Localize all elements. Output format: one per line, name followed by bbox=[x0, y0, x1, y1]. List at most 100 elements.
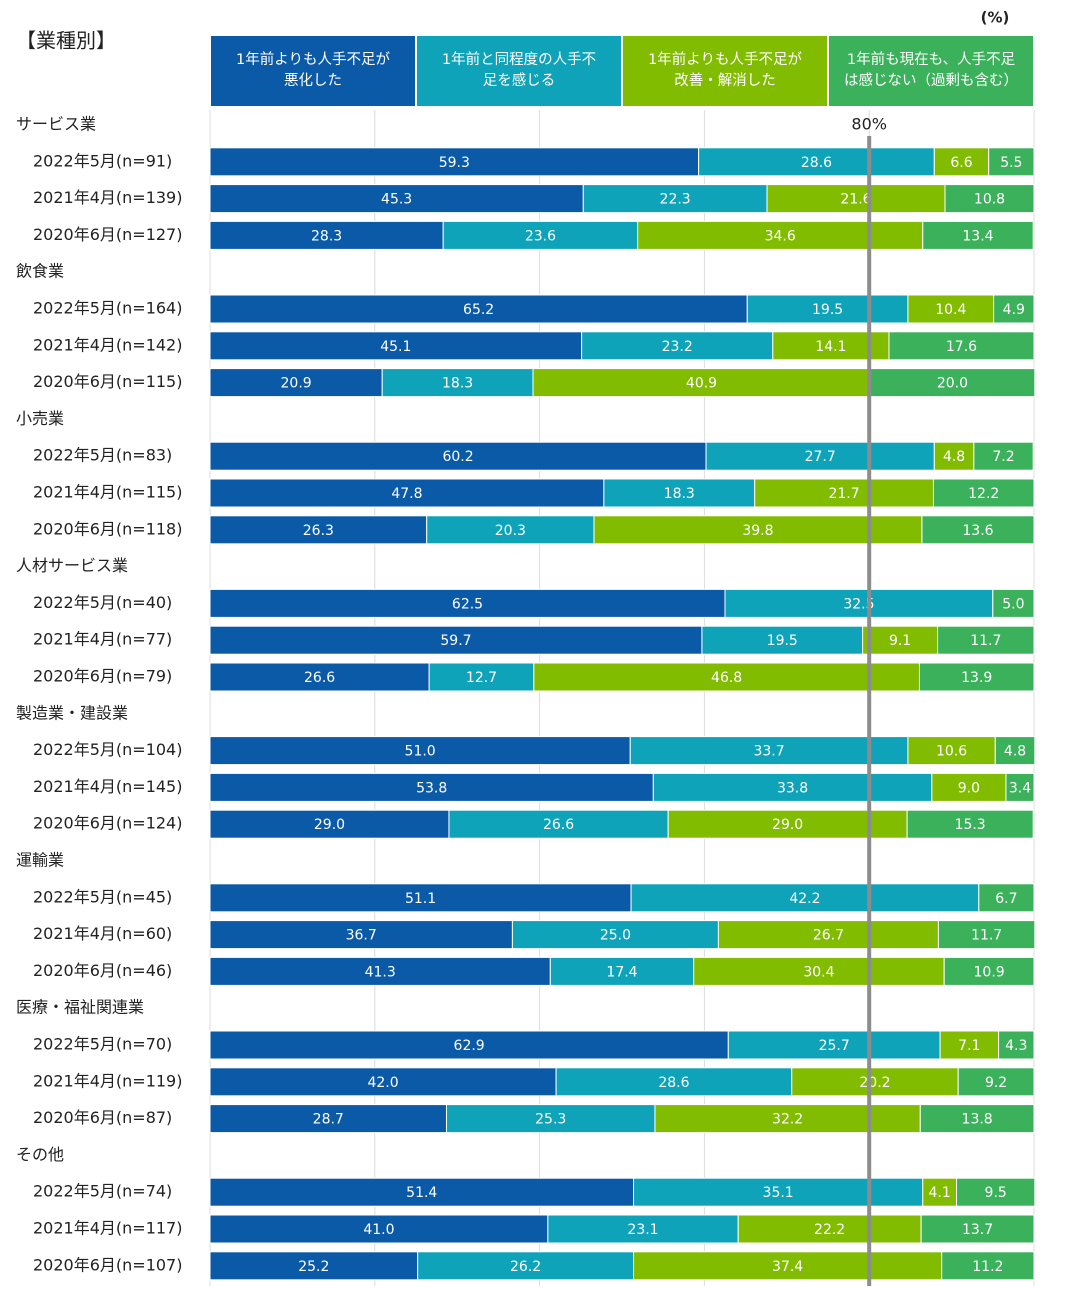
value-label: 51.0 bbox=[405, 744, 436, 760]
row-label: 2020年6月(n=118) bbox=[33, 519, 182, 538]
value-label: 29.0 bbox=[314, 817, 345, 833]
bar-segment bbox=[943, 956, 1035, 986]
value-label: 23.6 bbox=[525, 228, 556, 244]
value-label: 17.4 bbox=[606, 964, 637, 980]
value-label: 23.1 bbox=[627, 1222, 658, 1238]
bar-segment bbox=[652, 772, 933, 802]
row-label: 2021年4月(n=139) bbox=[33, 188, 182, 207]
row-label: 2022年5月(n=40) bbox=[33, 593, 172, 612]
legend-entry: 1年前と同程度の人手不 足を感じる bbox=[417, 36, 621, 106]
bar-segment bbox=[957, 1067, 1035, 1097]
value-label: 26.2 bbox=[510, 1259, 541, 1275]
value-label: 51.4 bbox=[406, 1185, 437, 1201]
bar-segment bbox=[754, 478, 934, 508]
value-label: 27.7 bbox=[805, 449, 836, 465]
value-label: 59.7 bbox=[440, 633, 471, 649]
bar-segment bbox=[209, 956, 551, 986]
bar-segment bbox=[701, 625, 864, 655]
value-label: 51.1 bbox=[405, 891, 436, 907]
row-label: 2020年6月(n=115) bbox=[33, 372, 182, 391]
value-label: 18.3 bbox=[664, 486, 695, 502]
bar-segment bbox=[944, 184, 1035, 214]
bar-segment bbox=[209, 220, 444, 250]
bar-segment bbox=[941, 1251, 1035, 1281]
bar-segment bbox=[209, 294, 748, 324]
row-label: 2021年4月(n=142) bbox=[33, 335, 182, 354]
bar-segment bbox=[919, 1104, 1035, 1134]
value-label: 46.8 bbox=[711, 670, 742, 686]
row-label: 2020年6月(n=124) bbox=[33, 814, 182, 833]
bar-segment bbox=[998, 1030, 1035, 1060]
group-label: サービス業 bbox=[16, 115, 96, 134]
value-label: 36.7 bbox=[346, 928, 377, 944]
value-label: 9.5 bbox=[985, 1185, 1007, 1201]
value-label: 10.9 bbox=[974, 964, 1005, 980]
row-label: 2020年6月(n=79) bbox=[33, 667, 172, 686]
bar-segment bbox=[993, 294, 1035, 324]
bar-segment bbox=[417, 1251, 635, 1281]
bar-segment bbox=[766, 184, 946, 214]
value-label: 60.2 bbox=[442, 449, 473, 465]
bar-segment bbox=[532, 368, 871, 398]
value-label: 53.8 bbox=[416, 780, 447, 796]
group-label: その他 bbox=[16, 1145, 64, 1164]
bar-segment bbox=[209, 1177, 635, 1207]
row-label: 2022年5月(n=45) bbox=[33, 887, 172, 906]
value-label: 14.1 bbox=[815, 339, 846, 355]
row-label: 2020年6月(n=87) bbox=[33, 1108, 172, 1127]
bar-segment bbox=[724, 588, 994, 618]
bar-segment bbox=[705, 441, 935, 471]
bar-segment bbox=[209, 331, 583, 361]
row-label: 2021年4月(n=77) bbox=[33, 630, 172, 649]
legend-entry: 1年前よりも人手不足が 悪化した bbox=[211, 36, 415, 106]
row-label: 2022年5月(n=83) bbox=[33, 446, 172, 465]
value-label: 7.2 bbox=[992, 449, 1014, 465]
bar-segment bbox=[209, 368, 383, 398]
bar-segment bbox=[637, 220, 924, 250]
value-label: 28.3 bbox=[311, 228, 342, 244]
value-label: 65.2 bbox=[463, 302, 494, 318]
bar-segment bbox=[209, 809, 450, 839]
group-label: 人材サービス業 bbox=[16, 556, 128, 575]
group-label: 製造業・建設業 bbox=[16, 703, 128, 722]
value-label: 13.6 bbox=[962, 523, 993, 539]
bar-segment bbox=[988, 147, 1035, 177]
value-label: 22.3 bbox=[660, 192, 691, 208]
bar-segment bbox=[693, 956, 945, 986]
bar-segment bbox=[973, 441, 1034, 471]
value-label: 13.7 bbox=[962, 1222, 993, 1238]
value-label: 4.9 bbox=[1003, 302, 1025, 318]
bar-segment bbox=[654, 1104, 921, 1134]
value-label: 13.8 bbox=[962, 1112, 993, 1128]
bar-segment bbox=[869, 368, 1036, 398]
value-label: 4.8 bbox=[1004, 744, 1026, 760]
row-label: 2021年4月(n=117) bbox=[33, 1219, 182, 1238]
value-label: 33.8 bbox=[777, 780, 808, 796]
value-label: 34.6 bbox=[765, 228, 796, 244]
row-label: 2022年5月(n=74) bbox=[33, 1182, 172, 1201]
value-label: 4.3 bbox=[1005, 1038, 1027, 1054]
bar-segment bbox=[737, 1214, 922, 1244]
value-label: 26.6 bbox=[304, 670, 335, 686]
value-label: 21.7 bbox=[828, 486, 859, 502]
value-label: 13.4 bbox=[962, 228, 993, 244]
value-label: 40.9 bbox=[686, 376, 717, 392]
value-label: 5.5 bbox=[1000, 155, 1022, 171]
value-label: 23.2 bbox=[662, 339, 693, 355]
bar-segment bbox=[428, 662, 535, 692]
bar-segment bbox=[209, 147, 700, 177]
value-label: 25.7 bbox=[819, 1038, 850, 1054]
row-label: 2020年6月(n=46) bbox=[33, 961, 172, 980]
value-label: 5.0 bbox=[1002, 596, 1024, 612]
bar-segment bbox=[581, 331, 774, 361]
bar-segment bbox=[978, 883, 1035, 913]
bar-segment bbox=[888, 331, 1035, 361]
value-label: 26.6 bbox=[543, 817, 574, 833]
value-label: 19.5 bbox=[812, 302, 843, 318]
value-label: 26.3 bbox=[303, 523, 334, 539]
bar-segment bbox=[717, 920, 939, 950]
value-label: 42.2 bbox=[789, 891, 820, 907]
bar-segment bbox=[442, 220, 639, 250]
